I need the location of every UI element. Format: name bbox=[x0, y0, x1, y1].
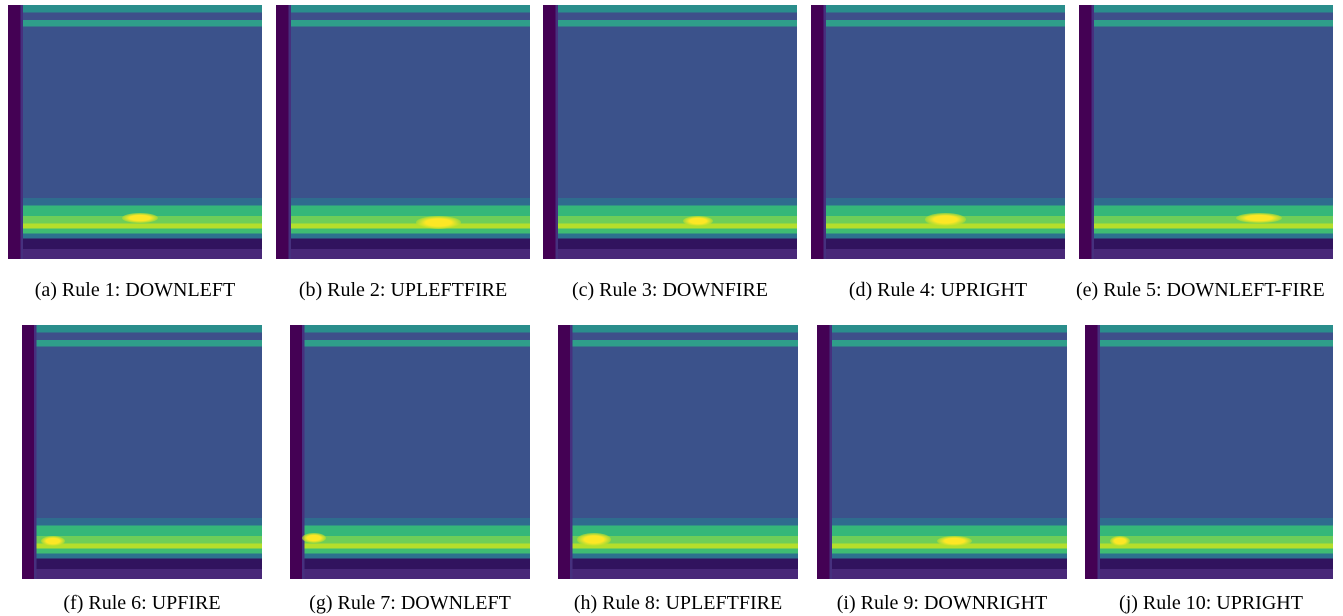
heatmap bbox=[1079, 5, 1333, 259]
heatmap bbox=[817, 325, 1067, 579]
heatmap bbox=[811, 5, 1065, 259]
heatmap bbox=[558, 325, 798, 579]
hot-spot bbox=[937, 535, 972, 546]
caption: (h) Rule 8: UPLEFTFIRE bbox=[573, 592, 783, 614]
hot-spot bbox=[925, 213, 966, 226]
hot-spot bbox=[577, 533, 611, 546]
heatmap bbox=[1085, 325, 1333, 579]
heatmap bbox=[290, 325, 530, 579]
hot-spot bbox=[302, 533, 326, 544]
heatmap bbox=[8, 5, 262, 259]
hot-spot bbox=[682, 215, 714, 226]
heatmap bbox=[543, 5, 797, 259]
hot-spot bbox=[1236, 213, 1283, 224]
caption: (g) Rule 7: DOWNLEFT bbox=[309, 592, 511, 614]
hot-spot bbox=[415, 215, 462, 229]
caption: (a) Rule 1: DOWNLEFT bbox=[34, 279, 236, 301]
hot-spot bbox=[1109, 535, 1130, 546]
hot-spot bbox=[41, 535, 66, 546]
hot-spot bbox=[122, 213, 158, 224]
caption: (f) Rule 6: UPFIRE bbox=[63, 592, 221, 614]
caption: (b) Rule 2: UPLEFTFIRE bbox=[298, 279, 508, 301]
heatmap bbox=[22, 325, 262, 579]
caption: (j) Rule 10: UPRIGHT bbox=[1119, 592, 1303, 614]
caption: (d) Rule 4: UPRIGHT bbox=[848, 279, 1028, 301]
heatmap bbox=[276, 5, 530, 259]
caption: (e) Rule 5: DOWNLEFT-FIRE bbox=[1076, 279, 1325, 301]
caption: (i) Rule 9: DOWNRIGHT bbox=[836, 592, 1048, 614]
caption: (c) Rule 3: DOWNFIRE bbox=[571, 279, 769, 301]
